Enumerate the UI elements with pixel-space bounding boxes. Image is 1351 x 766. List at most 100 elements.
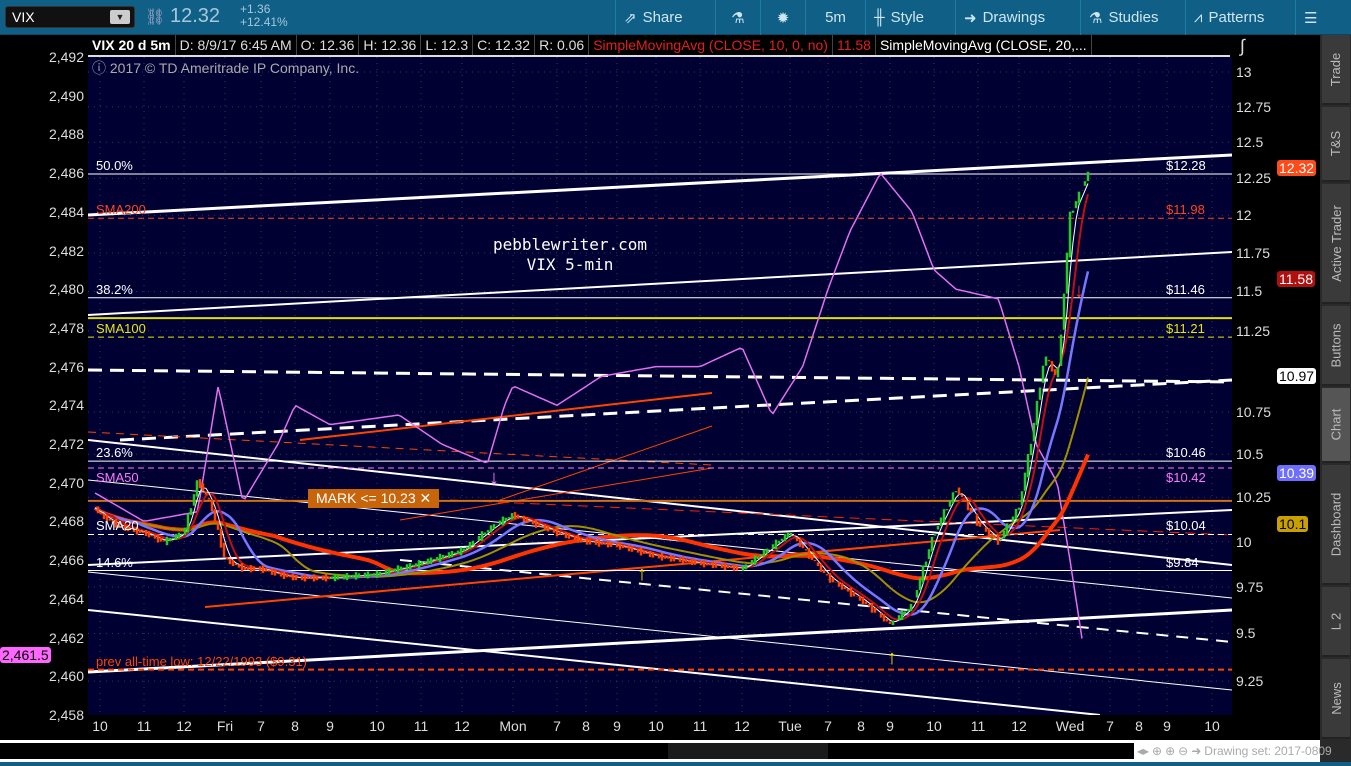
x-axis-tick: 10 [648, 718, 664, 734]
watermark-site: pebblewriter.com [492, 235, 648, 254]
x-axis-tick: 9 [613, 718, 621, 734]
bar-date: D: 8/9/17 6:45 AM [176, 35, 297, 55]
arrow-icon[interactable]: ➜ [1191, 744, 1202, 758]
sma20-study[interactable]: SimpleMovingAvg (CLOSE, 20,... [876, 35, 1092, 55]
arrow-icon: ↑ [637, 563, 647, 585]
sidebar-tab-dashboard[interactable]: Dashboard [1322, 465, 1350, 585]
left-axis-tick: 2,474 [48, 397, 84, 414]
price-tag: 12.32 [1277, 160, 1317, 177]
zoom-out-icon[interactable]: ⊖ [1178, 744, 1189, 758]
x-axis-tick: 7 [553, 718, 561, 734]
right-axis-tick: 10 [1236, 533, 1252, 550]
level-label-left: SMA50 [96, 469, 139, 485]
horizontal-scrollbar[interactable] [0, 740, 1134, 762]
x-axis-tick: 9 [886, 718, 894, 734]
right-axis-tick: 12.25 [1236, 170, 1272, 187]
sidebar: Trade T&S Active Trader Buttons Chart Dashboa… [1320, 35, 1351, 766]
x-axis-tick: 9 [326, 718, 334, 734]
spx-price-tag: 2,461.5 [0, 647, 51, 664]
sidebar-tab-t-s[interactable]: T&S [1322, 107, 1350, 182]
sidebar-tab-label: Dashboard [1328, 492, 1344, 556]
price-tag: 10.39 [1277, 465, 1317, 482]
scroll-thumb[interactable] [668, 743, 828, 759]
list-icon: ☰ [1304, 9, 1318, 27]
scale-icon[interactable]: ∫ [1240, 36, 1245, 56]
trendline [119, 378, 1232, 442]
trendline [204, 529, 1061, 608]
sma10-study[interactable]: SimpleMovingAvg (CLOSE, 10, 0, no) [589, 35, 833, 55]
x-axis-tick: 10 [926, 718, 942, 734]
chart-title: VIX 20 d 5m [88, 35, 176, 55]
sidebar-tab-chart[interactable]: Chart [1322, 388, 1350, 463]
chart-plot[interactable]: ↓ ↑ ↑ ↓ ⓘ 2017 © TD Ameritrade IP Company, … [88, 57, 1232, 715]
left-axis-tick: 2,482 [48, 242, 84, 259]
right-axis-tick: 9.5 [1236, 625, 1256, 642]
right-axis-tick: 11.75 [1236, 244, 1270, 261]
level-label-right: $10.04 [1166, 518, 1206, 534]
patterns-button[interactable]: ⩘ Patterns [1185, 0, 1272, 35]
sidebar-tab-l-2[interactable]: L 2 [1322, 587, 1350, 657]
x-axis-tick: Mon [499, 718, 527, 734]
x-axis-tick: 7 [1106, 718, 1114, 734]
x-axis-tick: 10 [369, 718, 385, 734]
link-icon[interactable]: ⛓ [145, 9, 166, 26]
sidebar-tab-trade[interactable]: Trade [1322, 35, 1350, 105]
left-axis-tick: 2,460 [48, 668, 84, 685]
sidebar-tab-buttons[interactable]: Buttons [1322, 306, 1350, 386]
level-label-left: SMA200 [96, 202, 146, 218]
copyright-text: 2017 © TD Ameritrade IP Company, Inc. [109, 60, 360, 76]
pan-icon[interactable]: ◂▸ [1137, 744, 1150, 758]
left-axis-tick: 2,484 [48, 203, 84, 220]
left-axis-tick: 2,490 [48, 87, 84, 104]
right-axis-tick: 9.25 [1236, 673, 1264, 690]
x-axis-tick: Wed [1055, 718, 1085, 734]
level-label-right: $10.42 [1166, 469, 1206, 485]
left-axis-tick: 2,466 [48, 552, 84, 569]
drawing-set-label[interactable]: Drawing set: 2017-0809 [1204, 744, 1332, 758]
left-axis-tick: 2,492 [48, 49, 84, 65]
drawings-button[interactable]: ➜ Drawings [955, 0, 1053, 35]
right-axis-tick: 12.5 [1236, 134, 1264, 151]
mark-alert[interactable]: MARK <= 10.23 ✕ [308, 488, 440, 508]
right-axis-tick: 11.5 [1236, 283, 1263, 300]
left-axis-tick: 2,462 [48, 629, 84, 646]
sidebar-tab-label: L 2 [1328, 612, 1344, 630]
trendline [88, 608, 1232, 674]
sidebar-tab-label: T&S [1328, 130, 1344, 157]
crosshair-icon[interactable]: ⊕ [1152, 744, 1163, 758]
sidebar-tab-label: Buttons [1328, 322, 1344, 368]
left-axis-tick: 2,468 [48, 513, 84, 530]
share-button[interactable]: ⇗ Share [615, 0, 691, 35]
symbol-input[interactable]: VIX ▼ [5, 6, 135, 28]
level-label-left: 38.2% [96, 281, 133, 297]
x-axis-tick: 8 [857, 718, 865, 734]
flask-icon: ⚗ [1089, 9, 1103, 27]
style-label: Style [890, 9, 924, 26]
chevron-down-icon[interactable]: ▼ [110, 10, 130, 24]
settings-button[interactable]: ✹ [760, 0, 805, 35]
sidebar-tab-label: News [1328, 681, 1344, 715]
sidebar-tab-active-trader[interactable]: Active Trader [1322, 184, 1350, 304]
level-label-left: prev all-time low: 12/22/1993 ($9.31) [96, 653, 308, 669]
sidebar-tab-news[interactable]: News [1322, 659, 1350, 739]
x-axis-tick: 11 [136, 718, 152, 734]
x-axis-tick: 10 [92, 718, 108, 734]
footer-bar [0, 762, 1351, 766]
x-axis-tick: 11 [413, 718, 429, 734]
x-axis-tick: 12 [734, 718, 750, 734]
right-axis-tick: 13 [1236, 64, 1252, 80]
left-axis-tick: 2,476 [48, 358, 84, 375]
style-button[interactable]: ╫ Style [865, 0, 932, 35]
zoom-in-icon[interactable]: ⊕ [1165, 744, 1176, 758]
bar-low: L: 12.3 [421, 35, 474, 55]
sma200-line [93, 453, 1090, 581]
sidebar-tab-label: Trade [1328, 52, 1344, 86]
menu-button[interactable]: ☰ [1295, 0, 1351, 35]
interval-button[interactable]: 5m [805, 0, 865, 35]
price-tag: 11.58 [1277, 271, 1315, 288]
flask-button[interactable]: ⚗ [715, 0, 760, 35]
watermark: pebblewriter.com VIX 5-min [470, 235, 670, 275]
arrow-icon: ↓ [489, 467, 499, 489]
share-label: Share [642, 9, 683, 26]
studies-button[interactable]: ⚗ Studies [1080, 0, 1167, 35]
